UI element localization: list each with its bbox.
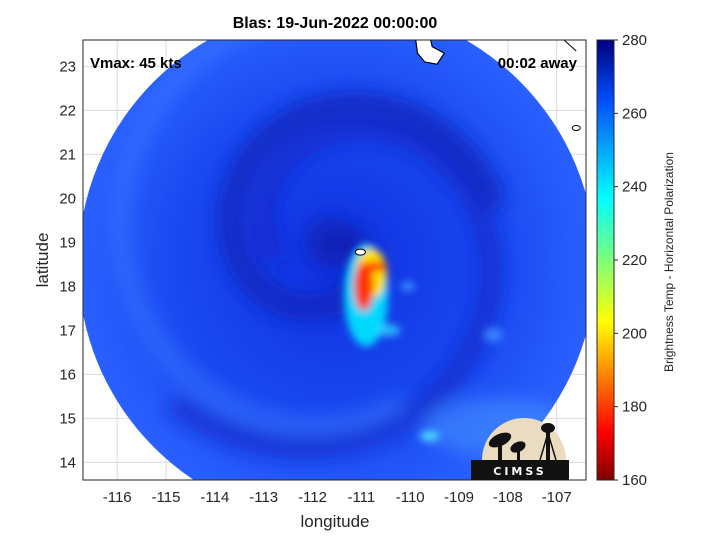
convection-red [365,261,387,272]
colorbar-tick-label: 220 [622,252,647,269]
x-tick-label: -113 [249,489,278,506]
y-tick-label: 16 [59,366,76,383]
colorbar-tick-label: 160 [622,472,647,489]
vmax-annotation: Vmax: 45 kts [90,55,182,72]
time-away-annotation: 00:02 away [498,55,578,72]
coastlines [354,40,581,256]
convection-cyan [376,324,401,337]
y-tick-label: 21 [59,146,76,163]
y-tick-label: 20 [59,190,76,207]
convection-cyan [400,281,416,292]
storm-eye-region [307,217,357,267]
x-tick-label: -107 [542,489,572,506]
colorbar-tick-label: 180 [622,399,647,416]
y-tick-label: 17 [59,322,76,339]
colorbar-tick-labels: 160 180 200 220 240 260 280 [614,32,647,489]
y-axis-label: latitude [33,233,52,288]
chart-title: Blas: 19-Jun-2022 00:00:00 [233,15,438,32]
y-tick-label: 14 [59,454,76,471]
cold-convection [344,243,503,441]
svg-text:CIMSS: CIMSS [493,465,546,478]
colorbar-tick-label: 280 [622,32,647,49]
x-tick-label: -114 [200,489,229,506]
y-tick-label: 18 [59,278,76,295]
convection-cyan [483,327,503,343]
x-tick-label: -111 [347,489,375,506]
convection-cyan [419,431,440,441]
colorbar-tick-label: 240 [622,179,647,196]
socorro-island [354,248,366,256]
colorbar-tick-label: 200 [622,325,647,342]
plot-frame [82,39,587,481]
y-tick-label: 23 [59,58,76,75]
y-tick-label: 19 [59,234,76,251]
marias-islands [571,125,581,131]
rain-band [111,40,411,435]
x-tick-label: -115 [152,489,181,506]
x-tick-label: -116 [103,489,132,506]
y-tick-labels: 14 15 16 17 18 19 20 21 22 23 [59,58,76,471]
x-tick-label: -108 [493,489,523,506]
y-tick-label: 15 [59,410,76,427]
cimss-logo: CIMSS [471,418,569,480]
y-tick-label: 22 [59,102,76,119]
x-tick-label: -109 [444,489,474,506]
convection-red [354,261,374,311]
x-tick-labels: -116 -115 -114 -113 -112 -111 -110 -109 -108 -107 [103,489,572,506]
colorbar-label: Brightness Temp - Horizontal Polarizatio… [662,152,676,372]
rain-band [168,118,502,458]
x-axis-label: longitude [300,512,369,531]
x-tick-label: -110 [396,489,425,506]
colorbar [596,39,615,481]
baja-coastline [415,40,446,65]
colorbar-tick-label: 260 [622,105,647,122]
x-tick-label: -112 [298,489,327,506]
mainland-coastline [563,40,577,52]
